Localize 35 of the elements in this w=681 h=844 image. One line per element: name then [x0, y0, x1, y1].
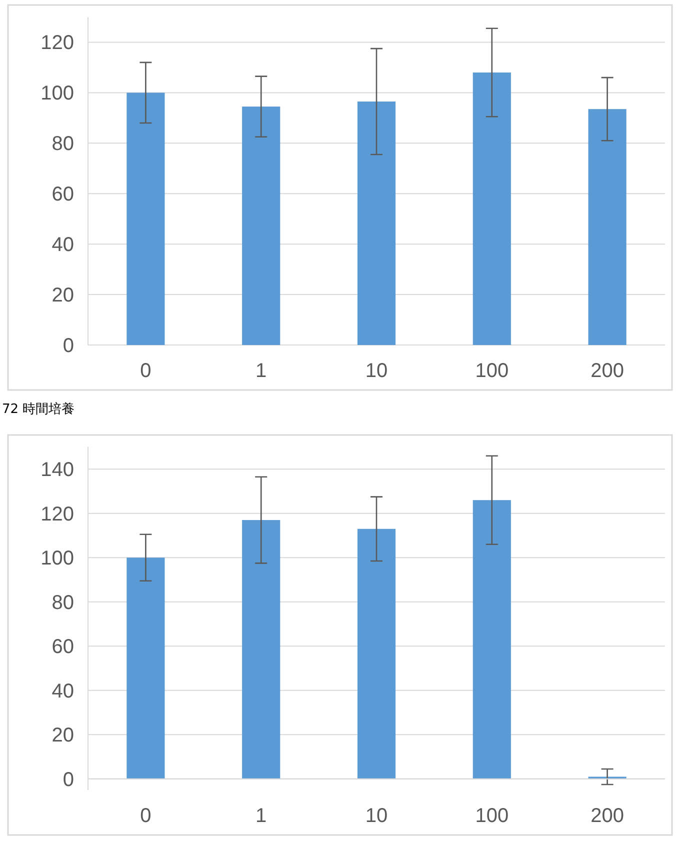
y-tick-label: 40 [52, 680, 74, 702]
y-tick-label: 60 [52, 184, 74, 206]
y-tick-label: 20 [52, 284, 74, 307]
bar [242, 106, 280, 345]
y-tick-label: 120 [40, 503, 74, 526]
x-tick-label: 1 [256, 805, 267, 827]
y-tick-label: 140 [40, 459, 74, 482]
y-tick-label: 40 [52, 234, 74, 256]
y-tick-label: 80 [52, 133, 74, 156]
bar [126, 558, 165, 779]
bar [357, 528, 396, 779]
y-tick-label: 100 [40, 82, 74, 105]
x-tick-label: 100 [475, 360, 509, 382]
x-tick-label: 0 [140, 360, 152, 382]
y-tick-label: 80 [52, 592, 74, 614]
x-tick-label: 200 [590, 805, 624, 827]
y-tick-label: 20 [52, 724, 74, 747]
x-tick-label: 100 [475, 805, 509, 827]
bar [472, 500, 511, 779]
y-tick-label: 120 [40, 32, 74, 54]
x-tick-label: 0 [140, 805, 152, 827]
x-tick-label: 10 [365, 805, 388, 827]
bar [472, 72, 511, 345]
bar [242, 520, 280, 779]
bar [588, 109, 626, 345]
x-tick-label: 10 [365, 360, 388, 382]
bar [357, 102, 396, 345]
y-tick-label: 0 [62, 768, 74, 791]
chart-title: 72 時間培養 [2, 402, 75, 417]
y-tick-label: 0 [62, 335, 74, 357]
bar [126, 92, 165, 345]
x-tick-label: 200 [590, 360, 624, 382]
y-tick-label: 100 [40, 548, 74, 570]
x-tick-label: 1 [256, 360, 267, 382]
y-tick-label: 60 [52, 636, 74, 658]
